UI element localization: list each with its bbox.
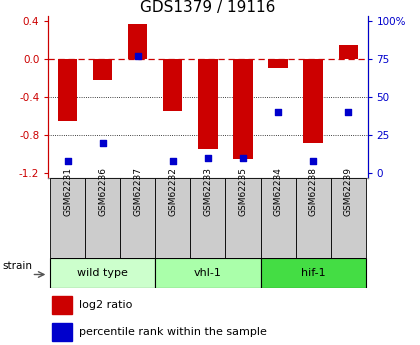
Text: hif-1: hif-1 <box>301 268 326 278</box>
Text: GSM62238: GSM62238 <box>309 167 318 216</box>
Point <box>64 158 71 164</box>
Point <box>169 158 176 164</box>
Point <box>345 109 352 115</box>
Text: log2 ratio: log2 ratio <box>79 300 132 310</box>
Bar <box>155 178 190 258</box>
Point <box>310 158 317 164</box>
Point <box>275 109 281 115</box>
Text: percentile rank within the sample: percentile rank within the sample <box>79 327 267 337</box>
Text: strain: strain <box>3 262 33 272</box>
Bar <box>339 45 358 59</box>
Bar <box>296 178 331 258</box>
Bar <box>163 59 182 111</box>
Bar <box>260 258 366 288</box>
Bar <box>234 59 252 159</box>
Text: GSM62236: GSM62236 <box>98 167 107 216</box>
Text: GSM62234: GSM62234 <box>273 168 283 216</box>
Bar <box>198 59 218 149</box>
Bar <box>50 258 155 288</box>
Point <box>240 155 247 161</box>
Bar <box>120 178 155 258</box>
Bar <box>128 23 147 59</box>
Bar <box>304 59 323 143</box>
Text: GSM62231: GSM62231 <box>63 167 72 216</box>
Text: wild type: wild type <box>77 268 128 278</box>
Text: GSM62233: GSM62233 <box>203 167 213 216</box>
Bar <box>85 178 120 258</box>
Text: GSM62239: GSM62239 <box>344 167 353 216</box>
Text: GSM62232: GSM62232 <box>168 168 177 216</box>
Point <box>134 53 141 59</box>
Bar <box>50 178 85 258</box>
Bar <box>260 178 296 258</box>
Text: GSM62235: GSM62235 <box>239 167 247 216</box>
Bar <box>93 59 112 80</box>
Text: vhl-1: vhl-1 <box>194 268 222 278</box>
Bar <box>155 258 260 288</box>
Bar <box>190 178 226 258</box>
Text: GSM62237: GSM62237 <box>133 167 142 216</box>
Bar <box>268 59 288 68</box>
Bar <box>226 178 260 258</box>
Point <box>205 155 211 161</box>
Bar <box>52 296 71 314</box>
Title: GDS1379 / 19116: GDS1379 / 19116 <box>140 0 276 15</box>
Bar <box>331 178 366 258</box>
Bar <box>58 59 77 121</box>
Point <box>99 140 106 146</box>
Bar <box>52 323 71 341</box>
